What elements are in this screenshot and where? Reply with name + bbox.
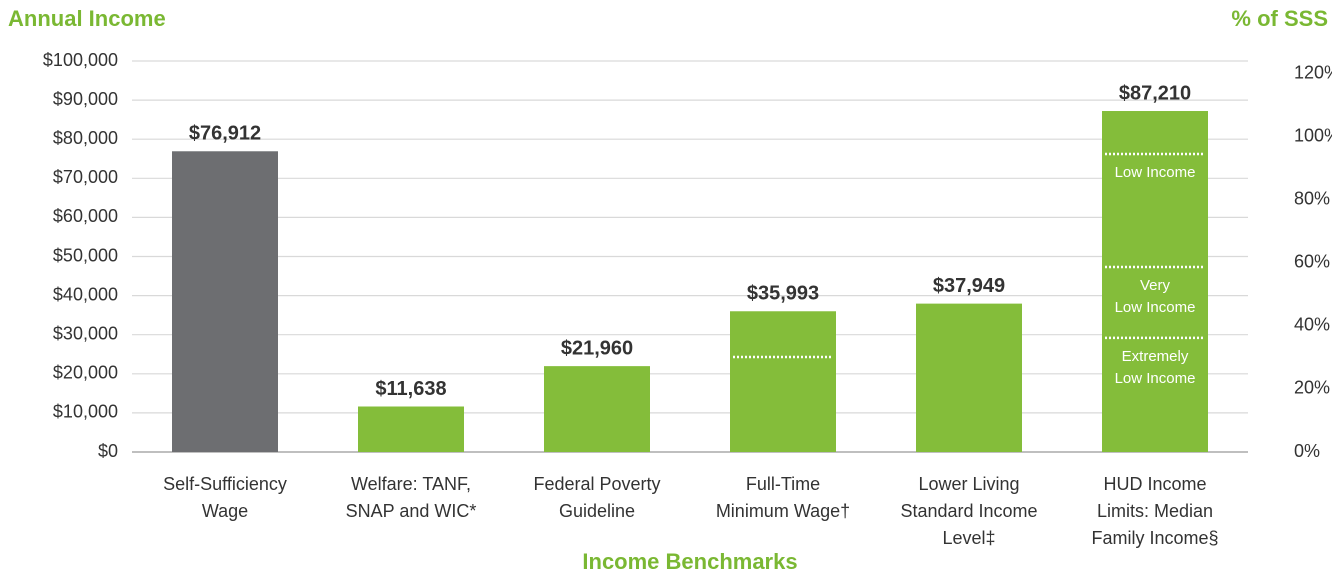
y2-tick-label: 20% — [1294, 378, 1330, 398]
y-tick-label: $50,000 — [53, 245, 118, 265]
value-label: $21,960 — [561, 337, 633, 359]
y2-tick-label: 60% — [1294, 252, 1330, 272]
y2-tick-label: 0% — [1294, 441, 1320, 461]
value-label: $37,949 — [933, 275, 1005, 297]
y-tick-label: $30,000 — [53, 323, 118, 343]
value-label: $11,638 — [375, 378, 446, 400]
bar — [916, 303, 1022, 452]
bar — [1102, 111, 1208, 452]
y-tick-label: $60,000 — [53, 206, 118, 226]
y-tick-label: $0 — [98, 441, 118, 461]
y2-tick-label: 100% — [1294, 125, 1332, 145]
x-tick-label: Standard Income — [900, 501, 1037, 521]
y-tick-label: $40,000 — [53, 284, 118, 304]
x-tick-label: Full-Time — [746, 474, 820, 494]
x-tick-label: Wage — [202, 501, 248, 521]
value-label: $87,210 — [1119, 82, 1191, 104]
x-tick-label: Self-Sufficiency — [163, 474, 287, 494]
x-tick-label: Limits: Median — [1097, 501, 1213, 521]
y-tick-label: $90,000 — [53, 89, 118, 109]
y-tick-label: $100,000 — [43, 50, 118, 70]
threshold-label: Very — [1140, 277, 1171, 294]
y-tick-label: $80,000 — [53, 128, 118, 148]
bar — [358, 406, 464, 452]
y2-tick-label: 120% — [1294, 62, 1332, 82]
x-tick-label: SNAP and WIC* — [346, 501, 477, 521]
y-tick-label: $70,000 — [53, 167, 118, 187]
x-tick-label: Guideline — [559, 501, 635, 521]
threshold-label: Low Income — [1115, 299, 1196, 316]
y-tick-label: $20,000 — [53, 363, 118, 383]
bar — [544, 366, 650, 452]
x-tick-label: Federal Poverty — [533, 474, 660, 494]
value-label: $76,912 — [189, 123, 261, 145]
y2-tick-label: 80% — [1294, 188, 1330, 208]
x-tick-label: Family Income§ — [1091, 528, 1218, 548]
y-axis-title: Annual Income — [8, 6, 166, 31]
y-tick-label: $10,000 — [53, 402, 118, 422]
threshold-label: Low Income — [1115, 370, 1196, 387]
value-label: $35,993 — [747, 283, 819, 305]
x-tick-label: Lower Living — [918, 474, 1019, 494]
x-tick-label: Minimum Wage† — [716, 501, 850, 521]
threshold-label: Extremely — [1122, 348, 1189, 365]
y2-tick-label: 40% — [1294, 315, 1330, 335]
x-axis-title: Income Benchmarks — [582, 549, 797, 571]
bar — [730, 311, 836, 452]
x-tick-label: Welfare: TANF, — [351, 474, 471, 494]
x-tick-label: HUD Income — [1103, 474, 1206, 494]
x-tick-label: Level‡ — [942, 528, 995, 548]
y2-axis-title: % of SSS — [1231, 6, 1328, 31]
bar — [172, 151, 278, 452]
threshold-label: Low Income — [1115, 164, 1196, 181]
